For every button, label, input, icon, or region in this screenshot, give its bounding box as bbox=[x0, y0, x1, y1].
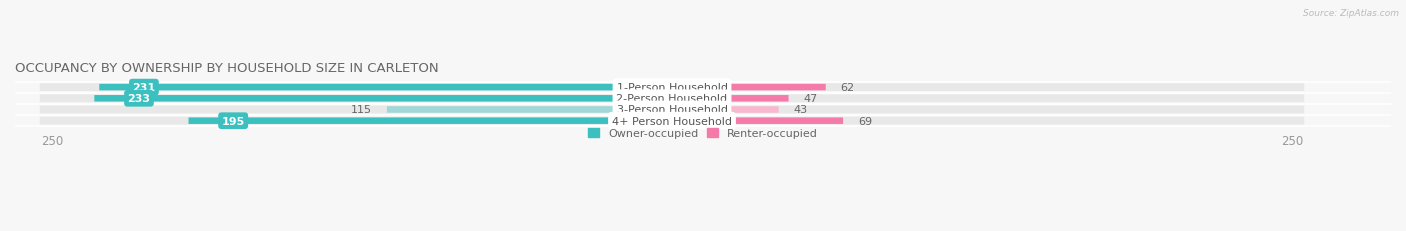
Text: 1-Person Household: 1-Person Household bbox=[616, 83, 727, 93]
FancyBboxPatch shape bbox=[39, 106, 1305, 114]
FancyBboxPatch shape bbox=[94, 96, 672, 102]
FancyBboxPatch shape bbox=[39, 117, 1305, 125]
Text: 47: 47 bbox=[803, 94, 818, 104]
Text: 3-Person Household: 3-Person Household bbox=[616, 105, 727, 115]
Text: 195: 195 bbox=[222, 116, 245, 126]
FancyBboxPatch shape bbox=[672, 96, 789, 102]
FancyBboxPatch shape bbox=[672, 118, 844, 125]
Text: OCCUPANCY BY OWNERSHIP BY HOUSEHOLD SIZE IN CARLETON: OCCUPANCY BY OWNERSHIP BY HOUSEHOLD SIZE… bbox=[15, 62, 439, 75]
FancyBboxPatch shape bbox=[39, 95, 1305, 103]
Text: 115: 115 bbox=[352, 105, 373, 115]
Text: 2-Person Household: 2-Person Household bbox=[616, 94, 727, 104]
Text: 233: 233 bbox=[128, 94, 150, 104]
Text: 231: 231 bbox=[132, 83, 156, 93]
FancyBboxPatch shape bbox=[100, 85, 672, 91]
Text: 62: 62 bbox=[841, 83, 855, 93]
Text: 43: 43 bbox=[793, 105, 807, 115]
FancyBboxPatch shape bbox=[188, 118, 672, 125]
Legend: Owner-occupied, Renter-occupied: Owner-occupied, Renter-occupied bbox=[583, 124, 823, 143]
FancyBboxPatch shape bbox=[387, 107, 672, 113]
Text: 69: 69 bbox=[858, 116, 872, 126]
FancyBboxPatch shape bbox=[672, 107, 779, 113]
Text: Source: ZipAtlas.com: Source: ZipAtlas.com bbox=[1303, 9, 1399, 18]
Text: 4+ Person Household: 4+ Person Household bbox=[612, 116, 733, 126]
FancyBboxPatch shape bbox=[39, 84, 1305, 92]
FancyBboxPatch shape bbox=[672, 85, 825, 91]
